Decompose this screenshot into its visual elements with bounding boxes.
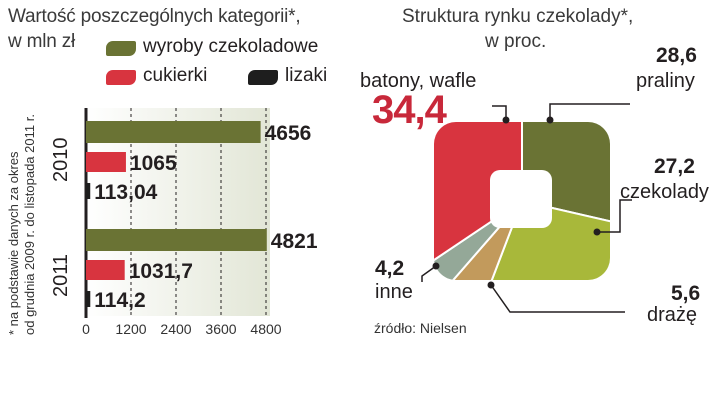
leader-draze bbox=[490, 284, 625, 313]
slice-value-draze: 5,6 bbox=[671, 282, 701, 305]
legend-swatch-lollipops bbox=[248, 70, 278, 85]
x-tick-label: 4800 bbox=[250, 321, 281, 337]
slice-value-batony: 34,4 bbox=[372, 88, 447, 132]
pie-slice bbox=[470, 199, 610, 280]
bar bbox=[86, 260, 125, 280]
dot-batony bbox=[502, 116, 510, 124]
x-tick-label: 0 bbox=[82, 321, 90, 337]
bar bbox=[86, 291, 91, 307]
legend-label-lollipops: lizaki bbox=[285, 65, 328, 86]
dot-praliny bbox=[546, 116, 554, 124]
x-tick-label: 2400 bbox=[160, 321, 191, 337]
leader-inne bbox=[421, 265, 437, 282]
slice-value-inne: 4,2 bbox=[375, 257, 405, 280]
slice-value-czekolady: 27,2 bbox=[654, 155, 695, 178]
bar bbox=[86, 183, 91, 199]
pie-center-hole bbox=[490, 170, 552, 228]
bar bbox=[86, 121, 261, 143]
x-tick-label: 1200 bbox=[115, 321, 146, 337]
leader-czekolady bbox=[597, 199, 632, 233]
leader-praliny bbox=[549, 103, 630, 120]
slice-label-draze: drażę bbox=[647, 304, 698, 326]
source-note: źródło: Nielsen bbox=[374, 320, 467, 336]
pie-slice bbox=[434, 122, 523, 280]
bar-chart-title: Wartość poszczególnych kategorii*, bbox=[8, 6, 301, 27]
bar-chart-subtitle: w mln zł bbox=[8, 31, 76, 52]
bar-value-label: 4821 bbox=[271, 230, 318, 253]
pie-chart-title: Struktura rynku czekolady*, bbox=[402, 6, 634, 27]
bar-value-label: 113,04 bbox=[94, 181, 157, 204]
legend-label-chocolate: wyroby czekoladowe bbox=[143, 36, 319, 57]
bar bbox=[86, 152, 126, 172]
dot-inne bbox=[432, 262, 440, 270]
bar bbox=[86, 229, 267, 251]
slice-label-inne: inne bbox=[375, 281, 413, 303]
slice-value-praliny: 28,6 bbox=[656, 44, 697, 67]
bar-value-label: 4656 bbox=[265, 122, 312, 145]
legend-swatch-chocolate bbox=[106, 41, 136, 56]
slice-label-batony: batony, wafle bbox=[360, 70, 477, 92]
x-tick-label: 3600 bbox=[205, 321, 236, 337]
leader-batony bbox=[492, 105, 507, 120]
bar-value-label: 1065 bbox=[130, 152, 177, 175]
bar-value-label: 1031,7 bbox=[129, 260, 193, 283]
slice-label-praliny: praliny bbox=[636, 70, 695, 92]
pie-chart-subtitle: w proc. bbox=[485, 31, 547, 52]
pie-slice bbox=[434, 200, 523, 280]
bar-value-label: 114,2 bbox=[94, 289, 145, 312]
dot-draze bbox=[487, 281, 495, 289]
pie-slice bbox=[434, 200, 523, 280]
legend-swatch-candy bbox=[106, 70, 136, 85]
legend-label-candy: cukierki bbox=[143, 65, 208, 86]
slice-label-czekolady: czekolady bbox=[620, 181, 709, 203]
dot-czekolady bbox=[593, 228, 601, 236]
pie-slice bbox=[521, 122, 610, 234]
